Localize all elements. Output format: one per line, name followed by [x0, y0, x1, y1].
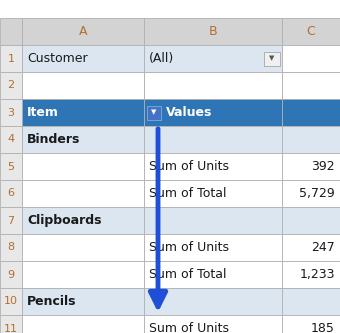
- Text: (All): (All): [149, 52, 174, 65]
- Bar: [22, 126, 144, 153]
- Text: 7: 7: [7, 215, 15, 225]
- Text: 3: 3: [7, 108, 15, 118]
- Text: 392: 392: [311, 160, 335, 173]
- Text: B: B: [209, 25, 217, 38]
- Bar: [144, 261, 282, 288]
- Text: Sum of Units: Sum of Units: [149, 160, 229, 173]
- Bar: [147, 106, 161, 120]
- Bar: [282, 207, 340, 234]
- Text: 10: 10: [4, 296, 18, 306]
- Bar: [144, 45, 282, 72]
- Bar: [264, 52, 280, 66]
- Bar: [0, 153, 22, 180]
- Text: 2: 2: [7, 81, 15, 91]
- Bar: [0, 45, 22, 72]
- Text: 9: 9: [7, 269, 15, 279]
- Bar: [22, 207, 144, 234]
- Bar: [22, 288, 144, 315]
- Bar: [22, 153, 144, 180]
- Text: 1,233: 1,233: [300, 268, 335, 281]
- Bar: [144, 99, 282, 126]
- Bar: [282, 18, 340, 45]
- Bar: [0, 261, 22, 288]
- Text: Sum of Total: Sum of Total: [149, 187, 226, 200]
- Bar: [144, 207, 282, 234]
- Bar: [144, 315, 282, 333]
- Bar: [144, 234, 282, 261]
- Text: 6: 6: [7, 188, 15, 198]
- Text: 8: 8: [7, 242, 15, 252]
- Bar: [282, 261, 340, 288]
- Bar: [22, 234, 144, 261]
- Bar: [144, 18, 282, 45]
- Text: 5: 5: [7, 162, 15, 171]
- Bar: [144, 153, 282, 180]
- Bar: [0, 72, 22, 99]
- Text: Binders: Binders: [27, 133, 80, 146]
- Bar: [144, 288, 282, 315]
- Text: 1: 1: [7, 54, 15, 64]
- Text: Sum of Units: Sum of Units: [149, 322, 229, 333]
- Text: Sum of Units: Sum of Units: [149, 241, 229, 254]
- Text: 185: 185: [311, 322, 335, 333]
- Text: 4: 4: [7, 135, 15, 145]
- Bar: [22, 180, 144, 207]
- Bar: [22, 315, 144, 333]
- Bar: [0, 180, 22, 207]
- Text: C: C: [307, 25, 316, 38]
- Bar: [22, 99, 144, 126]
- Text: 11: 11: [4, 323, 18, 333]
- Bar: [22, 18, 144, 45]
- Bar: [0, 126, 22, 153]
- Bar: [0, 99, 22, 126]
- Text: A: A: [79, 25, 87, 38]
- Bar: [0, 234, 22, 261]
- Text: Values: Values: [166, 106, 212, 119]
- Bar: [0, 288, 22, 315]
- Bar: [282, 288, 340, 315]
- Text: ▼: ▼: [269, 56, 275, 62]
- Bar: [144, 126, 282, 153]
- Bar: [282, 234, 340, 261]
- Text: Sum of Total: Sum of Total: [149, 268, 226, 281]
- Bar: [282, 180, 340, 207]
- Bar: [22, 45, 144, 72]
- Text: Customer: Customer: [27, 52, 88, 65]
- Bar: [22, 72, 144, 99]
- Bar: [282, 72, 340, 99]
- Bar: [22, 261, 144, 288]
- Bar: [0, 18, 22, 45]
- Text: Pencils: Pencils: [27, 295, 76, 308]
- Bar: [282, 153, 340, 180]
- Bar: [282, 45, 340, 72]
- Text: Clipboards: Clipboards: [27, 214, 102, 227]
- Text: ▼: ▼: [151, 110, 157, 116]
- Bar: [282, 126, 340, 153]
- Bar: [282, 315, 340, 333]
- Bar: [0, 315, 22, 333]
- Text: Item: Item: [27, 106, 59, 119]
- Bar: [0, 207, 22, 234]
- Bar: [144, 180, 282, 207]
- Text: 247: 247: [311, 241, 335, 254]
- Bar: [144, 72, 282, 99]
- Bar: [282, 99, 340, 126]
- Text: 5,729: 5,729: [299, 187, 335, 200]
